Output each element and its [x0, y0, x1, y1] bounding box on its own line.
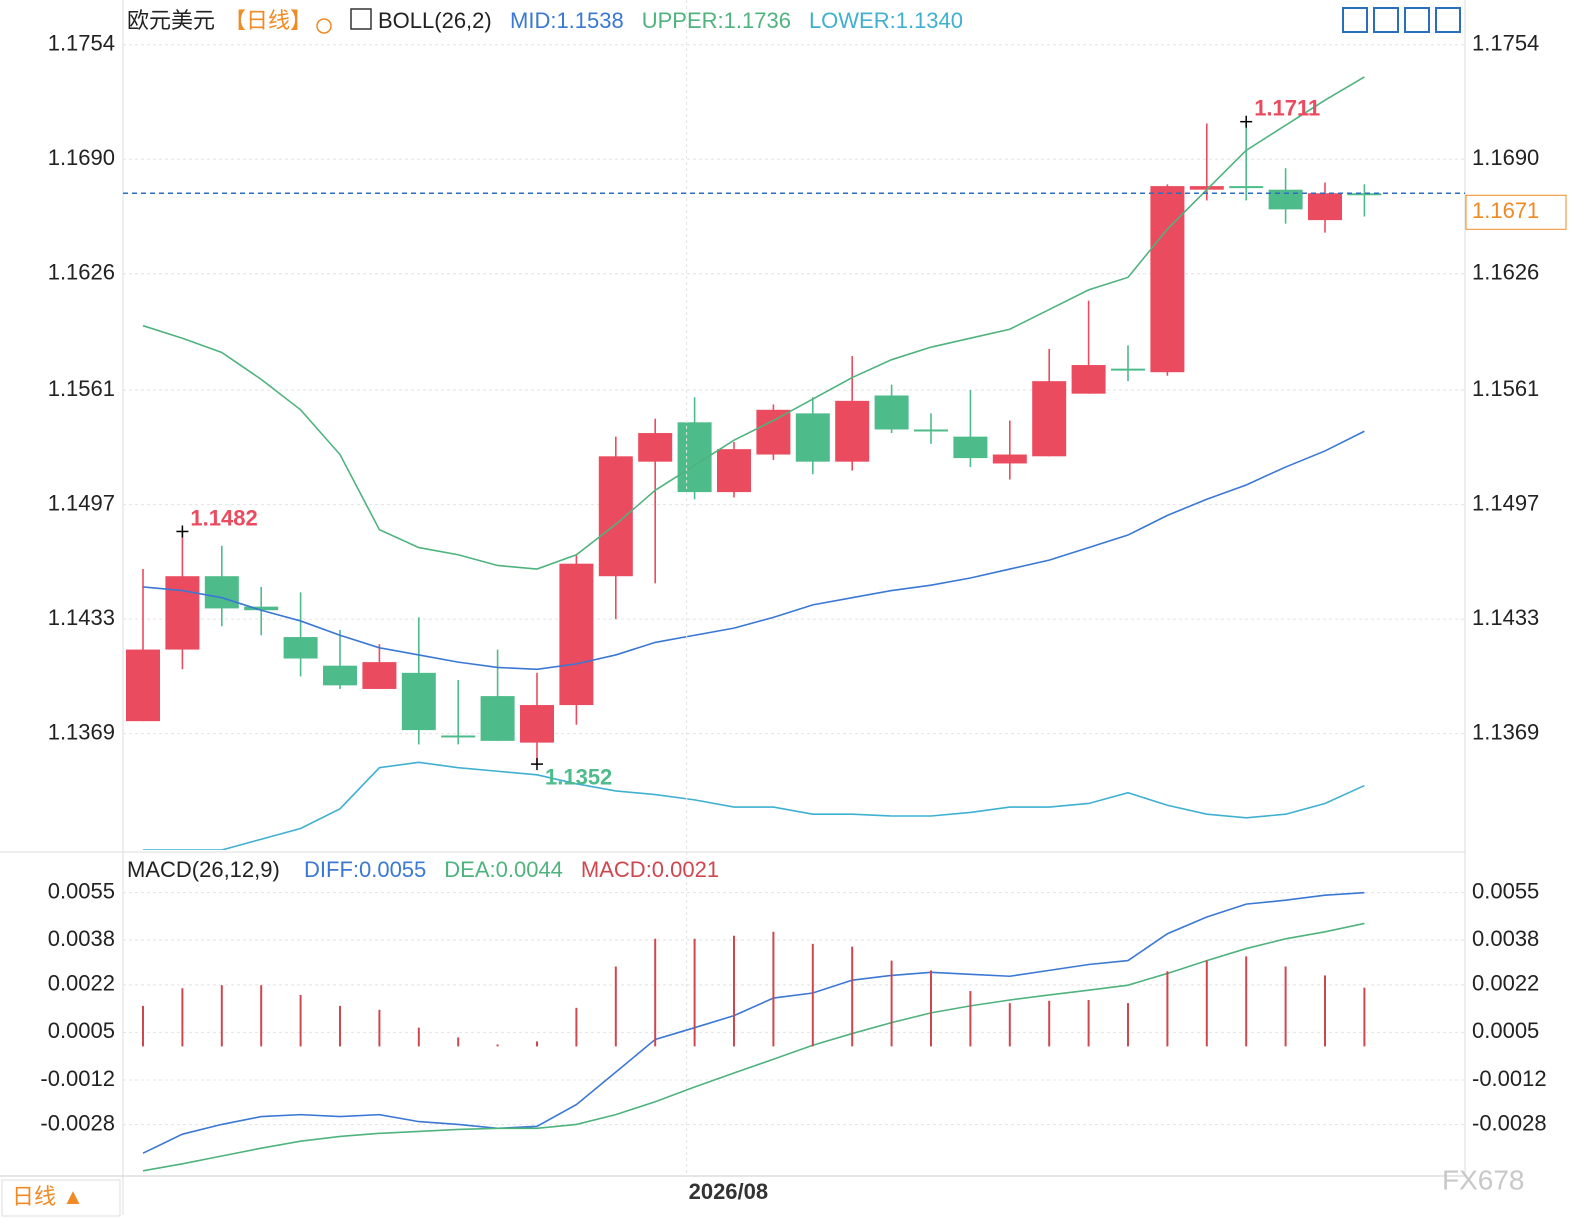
indicator-line — [142, 76, 1365, 570]
candle-body — [126, 649, 160, 722]
candle-body — [1150, 186, 1185, 373]
y-tick-label: 0.0055 — [48, 878, 115, 903]
last-price-box — [1465, 194, 1567, 230]
y-tick-label-right: 0.0005 — [1472, 1018, 1539, 1043]
y-tick-label: 0.0005 — [48, 1018, 115, 1043]
legend-entry: LOWER:1.1340 — [809, 8, 963, 33]
candle-body — [717, 449, 751, 493]
indicator-line — [142, 891, 1365, 1154]
candle-body — [638, 433, 673, 462]
y-tick-label: 0.0022 — [48, 971, 115, 996]
macd-title: MACD(26,12,9) — [127, 857, 280, 882]
candle-body — [1308, 193, 1342, 221]
y-tick-label-right: 0.0022 — [1472, 971, 1539, 996]
indicator-label: BOLL(26,2) — [378, 8, 492, 33]
candle-body — [1071, 365, 1106, 394]
extreme-label: 1.1352 — [545, 764, 612, 789]
candle-body — [1347, 193, 1382, 196]
candle-body — [559, 563, 594, 706]
candle-body — [914, 429, 948, 432]
y-tick-label-right: 1.1497 — [1472, 490, 1539, 515]
indicator-icon[interactable] — [350, 8, 372, 30]
candle-body — [323, 665, 357, 686]
indicator-line — [142, 430, 1365, 671]
candle-body — [598, 456, 633, 577]
legend-entry: DIFF:0.0055 — [304, 857, 426, 882]
tool-icon[interactable] — [1342, 7, 1368, 33]
candle-body — [283, 637, 318, 659]
y-tick-label: 1.1626 — [48, 260, 115, 285]
tool-icon[interactable] — [1404, 7, 1430, 33]
legend-entry: MACD:0.0021 — [581, 857, 719, 882]
candle-body — [362, 662, 397, 689]
indicator-line — [142, 922, 1365, 1172]
candle-body — [1189, 186, 1224, 190]
y-tick-label: -0.0028 — [40, 1110, 115, 1135]
candle-body — [835, 400, 870, 462]
y-tick-label-right: 1.1561 — [1472, 376, 1539, 401]
y-tick-label: 1.1369 — [48, 719, 115, 744]
y-tick-label-right: 1.1626 — [1472, 260, 1539, 285]
y-tick-label-right: 1.1369 — [1472, 719, 1539, 744]
candle-body — [795, 413, 830, 462]
y-tick-label: 1.1754 — [48, 31, 115, 56]
toolbar[interactable] — [1342, 7, 1461, 33]
candle-body — [480, 696, 515, 741]
tool-icon[interactable] — [1373, 7, 1399, 33]
extreme-label: 1.1482 — [190, 505, 257, 530]
y-tick-label: 1.1433 — [48, 605, 115, 630]
candle-body — [165, 576, 200, 650]
legend-entry: DEA:0.0044 — [444, 857, 563, 882]
period-button-label[interactable]: 日线 ▲ — [12, 1184, 84, 1209]
y-tick-label-right: 0.0038 — [1472, 926, 1539, 951]
watermark: FX678 — [1442, 1164, 1525, 1195]
plot — [142, 891, 1366, 1172]
period-label: 【日线】 — [224, 8, 312, 33]
candle-body — [1268, 189, 1303, 210]
plot: 1.1482 1.1352 1.1711 — [126, 76, 1382, 850]
last-price-label: 1.1671 — [1472, 198, 1539, 223]
tool-icon[interactable] — [1435, 7, 1461, 33]
y-tick-label-right: 0.0055 — [1472, 878, 1539, 903]
y-tick-label-right: 1.1754 — [1472, 31, 1539, 56]
candle-body — [1032, 381, 1067, 457]
indicator-line — [143, 761, 1365, 850]
y-tick-label: 1.1690 — [48, 145, 115, 170]
candle-body — [874, 395, 909, 430]
y-tick-label: -0.0012 — [40, 1066, 115, 1091]
candle-body — [756, 409, 791, 455]
candle-body — [1111, 368, 1145, 371]
y-tick-label-right: -0.0028 — [1472, 1110, 1547, 1135]
legend-entry: MID:1.1538 — [510, 8, 624, 33]
y-tick-label: 1.1497 — [48, 490, 115, 515]
candle-body — [441, 735, 476, 738]
y-tick-label-right: 1.1433 — [1472, 605, 1539, 630]
symbol-title: 欧元美元 — [127, 8, 215, 33]
y-tick-label: 0.0038 — [48, 926, 115, 951]
y-tick-label-right: -0.0012 — [1472, 1066, 1547, 1091]
candle-body — [1229, 186, 1264, 189]
x-tick-label: 2026/08 — [689, 1179, 769, 1204]
legend-entry: UPPER:1.1736 — [642, 8, 791, 33]
add-icon[interactable] — [316, 18, 332, 34]
y-tick-label: 1.1561 — [48, 376, 115, 401]
candle-body — [953, 436, 988, 459]
y-tick-label-right: 1.1690 — [1472, 145, 1539, 170]
candle-body — [244, 606, 279, 611]
period-button[interactable] — [1, 1179, 121, 1217]
candle-body — [992, 454, 1027, 464]
candle-body — [401, 672, 436, 731]
candle-body — [204, 576, 239, 609]
candle-body — [520, 705, 554, 743]
extreme-label: 1.1711 — [1254, 95, 1320, 120]
